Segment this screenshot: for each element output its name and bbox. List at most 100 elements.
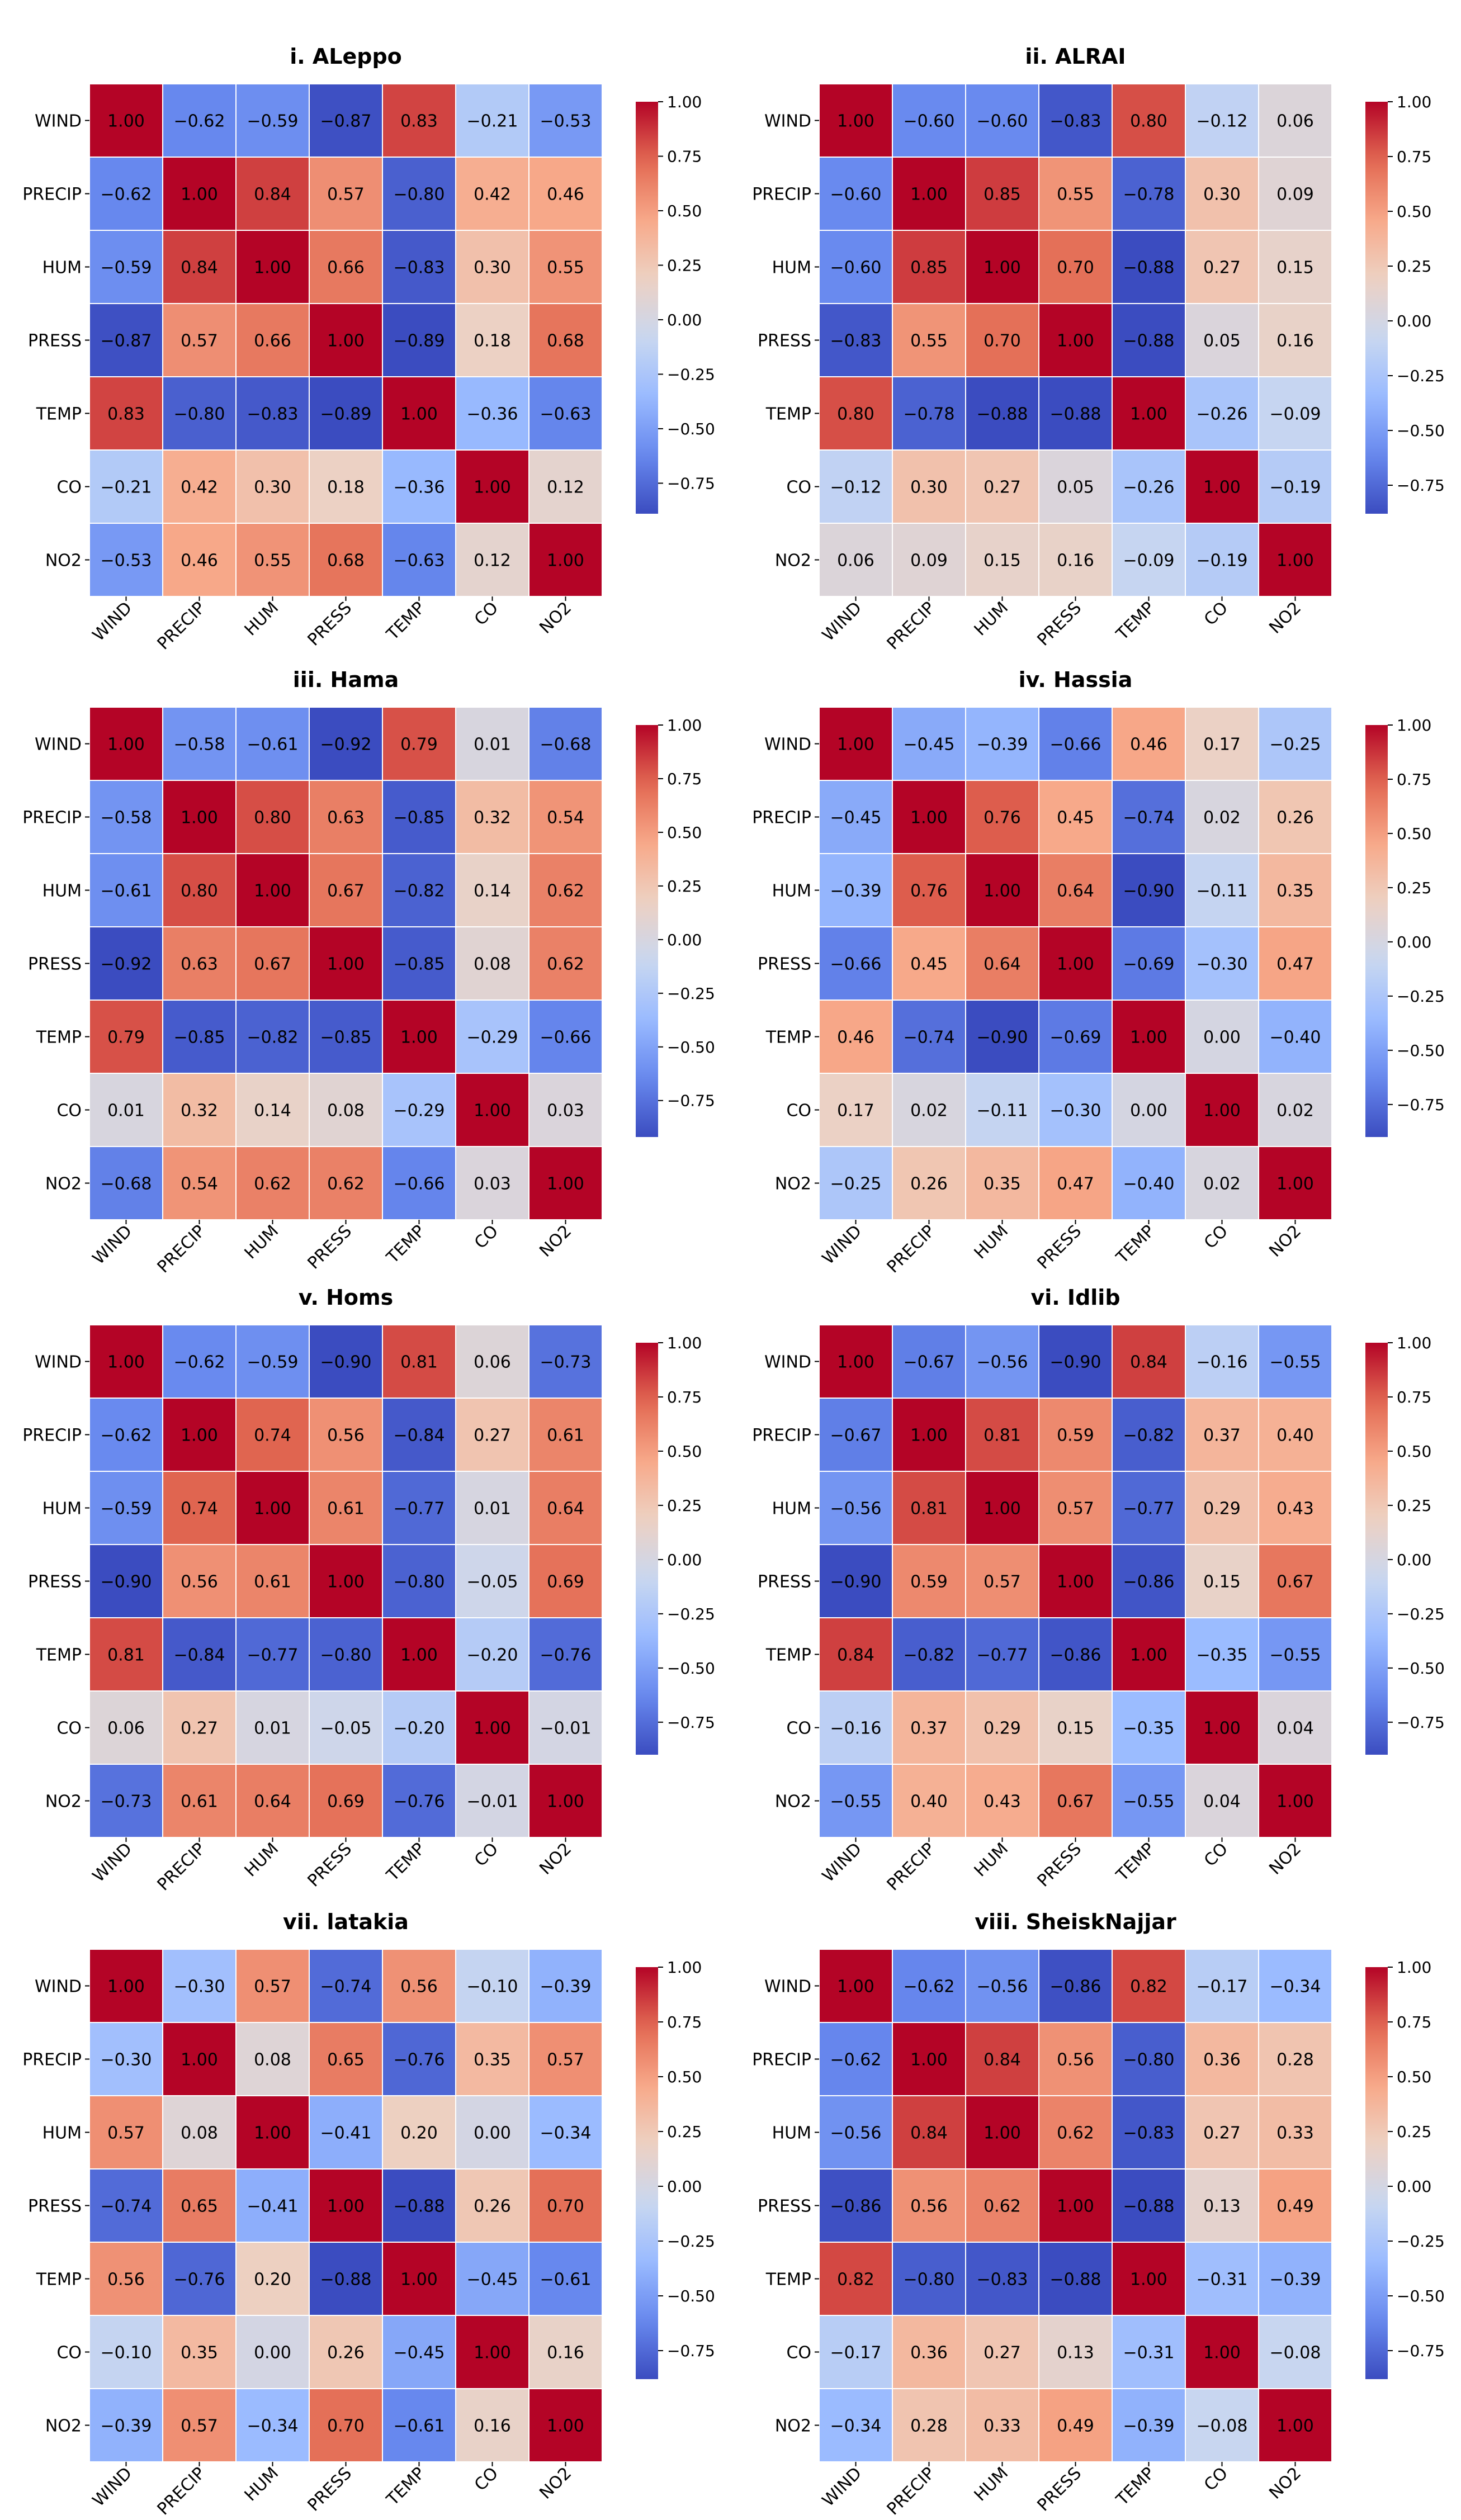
cell-value-label: −0.62: [101, 185, 152, 205]
x-tick-label: NO2: [1265, 2464, 1305, 2503]
heatmap-cell: [819, 2168, 893, 2243]
colorbar-tick-label: 0.25: [667, 256, 702, 274]
heatmap-cell: [965, 780, 1039, 854]
heatmap-cell: [1112, 1146, 1186, 1220]
cell-value-label: −0.90: [830, 1572, 882, 1592]
colorbar-tick-label: 0.75: [1397, 1388, 1431, 1406]
heatmap-cell: [1112, 83, 1186, 158]
heatmap-cell: [819, 157, 893, 231]
cell-value-label: −0.84: [394, 1426, 445, 1446]
cell-value-label: 0.26: [474, 2197, 511, 2216]
y-tick-label: HUM: [42, 258, 82, 278]
cell-value-label: 0.70: [1057, 258, 1094, 278]
cell-value-label: −0.40: [1123, 1174, 1175, 1194]
x-tick-label: PRECIP: [154, 1221, 210, 1277]
heatmap-cell: [235, 376, 310, 451]
y-tick-label: PRESS: [758, 331, 811, 351]
cell-value-label: 1.00: [181, 1426, 218, 1446]
cell-value-label: −0.61: [247, 735, 299, 755]
heatmap-cell: [309, 2095, 383, 2170]
cell-value-label: −0.67: [904, 1353, 955, 1372]
cell-value-label: 0.27: [1203, 2124, 1241, 2143]
cell-value-label: −0.17: [830, 2343, 882, 2363]
cell-value-label: −0.76: [540, 1646, 592, 1665]
cell-value-label: −0.56: [977, 1977, 1028, 1997]
cell-value-label: −0.92: [320, 735, 372, 755]
heatmap-cell: [892, 376, 966, 451]
heatmap-cell: [89, 449, 163, 524]
heatmap-cell: [1185, 230, 1259, 304]
cell-value-label: −0.29: [467, 1028, 518, 1048]
cell-value-label: 1.00: [1057, 331, 1094, 351]
cell-value-label: 1.00: [400, 405, 438, 424]
cell-value-label: −0.63: [394, 551, 445, 571]
heatmap-cell: [382, 780, 456, 854]
heatmap-cell: [892, 2168, 966, 2243]
cell-value-label: 0.14: [474, 882, 511, 901]
heatmap-cell: [455, 2168, 529, 2243]
y-tick-label: CO: [786, 478, 811, 498]
cell-value-label: 0.12: [474, 551, 511, 571]
colorbar: [1365, 1967, 1388, 2379]
y-tick-label: PRESS: [28, 955, 82, 974]
colorbar-tick-label: −0.50: [1397, 2287, 1445, 2305]
heatmap-cell: [965, 1073, 1039, 1147]
y-tick-label: PRESS: [758, 2197, 811, 2216]
cell-value-label: −0.85: [394, 808, 445, 828]
y-tick-label: CO: [786, 2343, 811, 2363]
x-tick-label: NO2: [536, 598, 575, 638]
heatmap-cell: [892, 926, 966, 1001]
cell-value-label: −0.74: [320, 1977, 372, 1997]
cell-value-label: −0.80: [174, 405, 225, 424]
y-tick-label: PRECIP: [752, 185, 811, 205]
cell-value-label: 0.64: [1057, 882, 1094, 901]
cell-value-label: −0.62: [174, 1353, 225, 1372]
cell-value-label: 0.56: [327, 1426, 365, 1446]
heatmap-cell: [1112, 780, 1186, 854]
heatmap-cell: [1112, 1690, 1186, 1765]
cell-value-label: 0.09: [1276, 185, 1314, 205]
colorbar-tick-label: −0.25: [1397, 2232, 1445, 2251]
cell-value-label: −0.16: [830, 1719, 882, 1739]
cell-value-label: 1.00: [400, 1028, 438, 1048]
heatmap-cell: [382, 1471, 456, 1545]
cell-value-label: 1.00: [181, 185, 218, 205]
cell-value-label: 0.17: [1203, 735, 1241, 755]
heatmap-panel: iii. Hama 1.00 −0.58 −0.61 −0.92 0.79 0.01 −0.6…: [22, 667, 715, 1277]
heatmap-cell: [1185, 1471, 1259, 1545]
x-tick-label: TEMP: [382, 1839, 429, 1886]
cell-value-label: −0.83: [247, 405, 299, 424]
colorbar-tick-label: 0.00: [667, 931, 702, 949]
cell-value-label: −0.45: [904, 735, 955, 755]
x-tick-label: PRESS: [1034, 598, 1086, 650]
x-tick-label: PRESS: [304, 2464, 356, 2516]
heatmap-cell: [965, 2315, 1039, 2389]
heatmap-cell: [1185, 780, 1259, 854]
heatmap-cell: [965, 1764, 1039, 1838]
cell-value-label: 0.63: [327, 808, 365, 828]
heatmap-cell: [455, 1617, 529, 1692]
x-tick-label: PRECIP: [883, 1221, 939, 1277]
colorbar-tick-label: −0.50: [1397, 1659, 1445, 1678]
y-tick-label: NO2: [775, 2417, 811, 2436]
cell-value-label: 0.81: [400, 1353, 438, 1372]
cell-value-label: −0.39: [1270, 2270, 1321, 2290]
cell-value-label: 0.36: [910, 2343, 948, 2363]
cell-value-label: 0.76: [910, 882, 948, 901]
heatmap-cell: [309, 2168, 383, 2243]
heatmap-cell: [235, 230, 310, 304]
cell-value-label: 0.62: [1057, 2124, 1094, 2143]
y-tick-label: NO2: [775, 551, 811, 571]
cell-value-label: 0.82: [837, 2270, 874, 2290]
heatmap-cell: [1258, 1324, 1332, 1399]
heatmap-cell: [819, 2095, 893, 2170]
y-tick-label: HUM: [772, 882, 811, 901]
colorbar-tick-label: 0.00: [667, 311, 702, 329]
cell-value-label: −0.76: [174, 2270, 225, 2290]
heatmap-cell: [382, 1146, 456, 1220]
cell-value-label: 0.30: [254, 478, 291, 498]
y-tick-label: TEMP: [765, 405, 811, 424]
colorbar-tick-label: 1.00: [667, 1334, 702, 1352]
cell-value-label: 0.16: [1057, 551, 1094, 571]
